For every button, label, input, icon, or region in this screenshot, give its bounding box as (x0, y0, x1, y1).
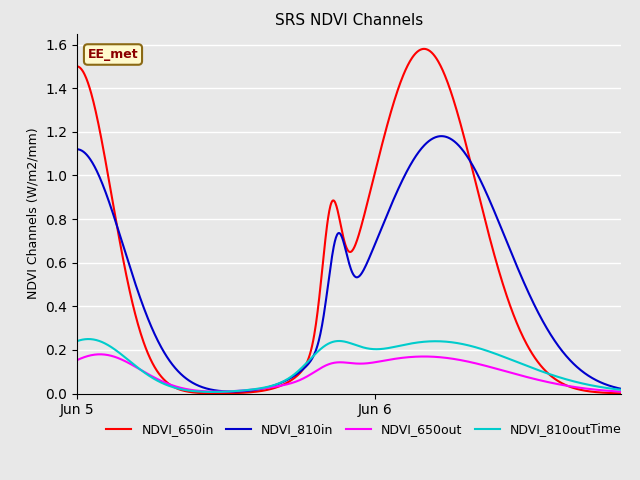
Y-axis label: NDVI Channels (W/m2/mm): NDVI Channels (W/m2/mm) (26, 128, 40, 300)
X-axis label: Time: Time (590, 423, 621, 436)
Legend: NDVI_650in, NDVI_810in, NDVI_650out, NDVI_810out: NDVI_650in, NDVI_810in, NDVI_650out, NDV… (101, 419, 596, 441)
Text: EE_met: EE_met (88, 48, 138, 61)
Title: SRS NDVI Channels: SRS NDVI Channels (275, 13, 423, 28)
